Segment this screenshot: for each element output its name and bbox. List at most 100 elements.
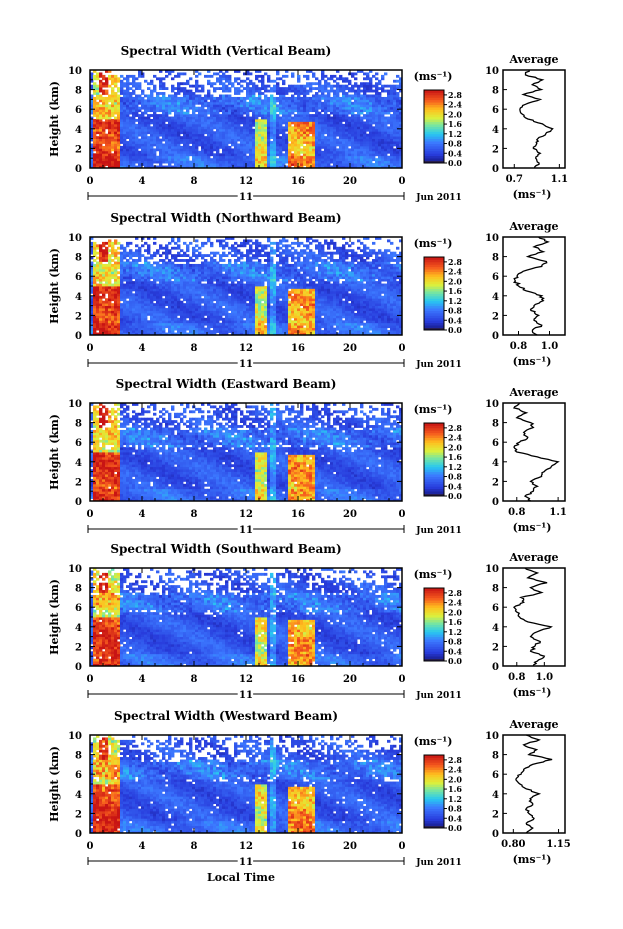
heatmap-cell	[192, 320, 195, 323]
heatmap-cell	[135, 311, 138, 314]
heatmap-cell	[132, 284, 135, 287]
heatmap-cell	[114, 136, 117, 139]
heatmap-cell	[213, 82, 216, 85]
heatmap-cell	[339, 121, 342, 124]
heatmap-cell	[108, 153, 111, 156]
heatmap-cell	[210, 129, 213, 132]
heatmap-cell	[219, 131, 222, 134]
heatmap-cell	[213, 90, 216, 93]
heatmap-cell	[105, 109, 108, 112]
heatmap-cell	[348, 97, 351, 100]
heatmap-cell	[114, 119, 117, 122]
heatmap-cell	[207, 276, 210, 279]
heatmap-cell	[201, 85, 204, 88]
heatmap-cell	[117, 298, 120, 301]
heatmap-cell	[123, 129, 126, 132]
heatmap-cell	[330, 85, 333, 88]
heatmap-cell	[201, 242, 204, 245]
heatmap-cell	[168, 72, 171, 75]
heatmap-cell	[276, 151, 279, 154]
heatmap-cell	[372, 90, 375, 93]
heatmap-cell	[120, 161, 123, 164]
heatmap-cell	[180, 114, 183, 117]
heatmap-cell	[111, 136, 114, 139]
heatmap-cell	[348, 148, 351, 151]
heatmap-cell	[183, 92, 186, 95]
heatmap-cell	[201, 262, 204, 265]
heatmap-cell	[300, 141, 303, 144]
heatmap-cell	[291, 117, 294, 120]
colorbar-tick-label: 0.4	[448, 148, 462, 158]
heatmap-cell	[102, 291, 105, 294]
heatmap-cell	[177, 151, 180, 154]
heatmap-cell	[108, 279, 111, 282]
heatmap-cell	[312, 153, 315, 156]
heatmap-cell	[321, 139, 324, 142]
heatmap-cell	[246, 82, 249, 85]
heatmap-cell	[228, 77, 231, 80]
heatmap-cell	[162, 139, 165, 142]
heatmap-cell	[93, 286, 96, 289]
heatmap-cell	[195, 281, 198, 284]
heatmap-cell	[237, 102, 240, 105]
heatmap-cell	[201, 163, 204, 166]
heatmap-cell	[279, 112, 282, 115]
heatmap-cell	[288, 163, 291, 166]
heatmap-cell	[168, 323, 171, 326]
heatmap-cell	[306, 114, 309, 117]
heatmap-cell	[105, 139, 108, 142]
heatmap-cell	[360, 102, 363, 105]
heatmap-cell	[222, 129, 225, 132]
heatmap-cell	[354, 102, 357, 105]
heatmap-cell	[255, 121, 258, 124]
heatmap-cell	[351, 148, 354, 151]
heatmap-cell	[282, 131, 285, 134]
heatmap-cell	[108, 254, 111, 257]
heatmap-cell	[327, 158, 330, 161]
heatmap-cell	[147, 95, 150, 98]
heatmap-cell	[144, 320, 147, 323]
heatmap-cell	[183, 131, 186, 134]
heatmap-cell	[153, 303, 156, 306]
heatmap-cell	[168, 279, 171, 282]
heatmap-cell	[99, 266, 102, 269]
heatmap-cell	[129, 124, 132, 127]
heatmap-cell	[288, 139, 291, 142]
heatmap-cell	[246, 124, 249, 127]
heatmap-cell	[117, 102, 120, 105]
heatmap-cell	[123, 85, 126, 88]
heatmap-cell	[279, 153, 282, 156]
heatmap-cell	[369, 163, 372, 166]
heatmap-cell	[336, 139, 339, 142]
heatmap-cell	[165, 134, 168, 137]
heatmap-cell	[267, 112, 270, 115]
heatmap-cell	[114, 104, 117, 107]
heatmap-cell	[174, 296, 177, 299]
heatmap-cell	[183, 269, 186, 272]
heatmap-cell	[252, 117, 255, 120]
heatmap-cell	[207, 271, 210, 274]
heatmap-cell	[222, 121, 225, 124]
heatmap-cell	[147, 301, 150, 304]
heatmap-cell	[237, 124, 240, 127]
heatmap-cell	[231, 109, 234, 112]
heatmap-cell	[231, 139, 234, 142]
heatmap-cell	[111, 82, 114, 85]
heatmap-cell	[234, 163, 237, 166]
heatmap-cell	[288, 151, 291, 154]
heatmap-cell	[93, 323, 96, 326]
heatmap-cell	[318, 90, 321, 93]
heatmap-cell	[336, 87, 339, 90]
heatmap-cell	[186, 306, 189, 309]
heatmap-cell	[303, 112, 306, 115]
heatmap-cell	[123, 308, 126, 311]
heatmap-cell	[231, 129, 234, 132]
heatmap-cell	[384, 146, 387, 149]
heatmap-cell	[201, 99, 204, 102]
heatmap-cell	[285, 104, 288, 107]
heatmap-cell	[171, 121, 174, 124]
heatmap-cell	[129, 141, 132, 144]
heatmap-cell	[138, 284, 141, 287]
heatmap-cell	[357, 139, 360, 142]
heatmap-cell	[129, 121, 132, 124]
